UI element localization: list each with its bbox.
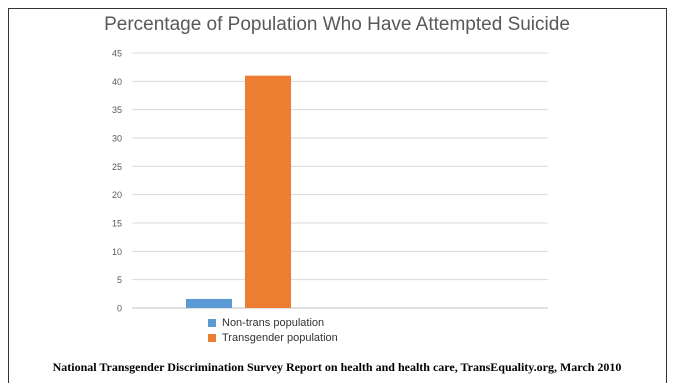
legend-swatch-non-trans (208, 318, 216, 327)
y-tick-label: 0 (117, 304, 122, 314)
legend-label-non-trans: Non-trans population (222, 316, 325, 329)
y-tick-label: 10 (112, 247, 122, 257)
bar-non-trans-population (186, 298, 232, 308)
legend-item-non-trans: Non-trans population (208, 315, 338, 330)
y-tick-label: 40 (112, 77, 122, 87)
source-caption: National Transgender Discrimination Surv… (52, 360, 622, 374)
chart-title: Percentage of Population Who Have Attemp… (104, 14, 570, 35)
y-tick-label: 15 (112, 219, 122, 229)
legend: Non-trans population Transgender populat… (208, 315, 338, 345)
y-tick-label: 25 (112, 162, 122, 172)
y-tick-label: 20 (112, 190, 122, 200)
chart-frame (8, 8, 667, 383)
bar-transgender-population (245, 75, 291, 309)
legend-label-transgender: Transgender population (222, 331, 338, 344)
y-tick-label: 35 (112, 105, 122, 115)
legend-item-transgender: Transgender population (208, 330, 338, 345)
y-tick-label: 30 (112, 134, 122, 144)
legend-swatch-transgender (208, 333, 216, 342)
y-tick-label: 45 (112, 49, 122, 59)
y-tick-label: 5 (117, 275, 122, 285)
